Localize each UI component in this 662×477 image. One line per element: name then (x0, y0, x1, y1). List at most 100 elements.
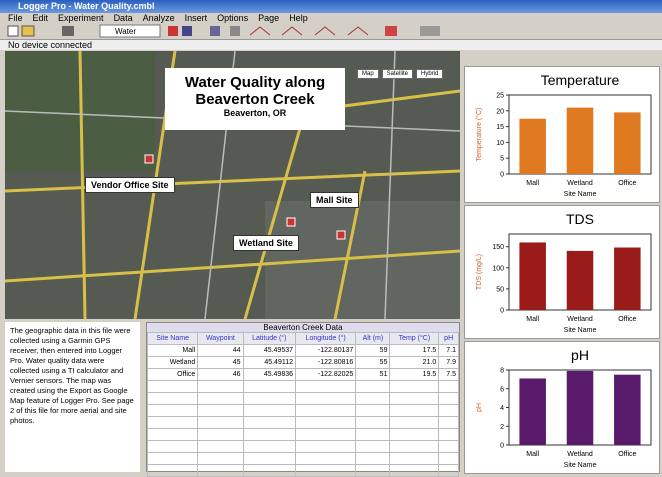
table-cell: Office (148, 369, 198, 381)
status-bar: No device connected (0, 40, 662, 50)
map-button[interactable]: Map (357, 69, 379, 79)
x-axis-label: Site Name (564, 327, 597, 334)
table-cell (356, 453, 390, 465)
empty-row (148, 417, 459, 429)
bar (519, 378, 546, 445)
y-tick-label: 20 (496, 108, 504, 115)
menu-item[interactable]: Page (258, 13, 279, 23)
menu-item[interactable]: Experiment (58, 13, 104, 23)
table-cell (296, 441, 356, 453)
map-button[interactable]: Satellite (382, 69, 413, 79)
x-tick-label: Office (618, 316, 636, 323)
menu-item[interactable]: Data (114, 13, 133, 23)
x-tick-label: Wetland (567, 316, 593, 323)
map-button[interactable]: Hybrid (416, 69, 443, 79)
table-cell: 59 (356, 345, 390, 357)
empty-row (148, 381, 459, 393)
table-cell (356, 429, 390, 441)
table-cell (296, 417, 356, 429)
table-cell: -122.82025 (296, 369, 356, 381)
dropdown-text: Water (115, 27, 136, 36)
empty-row (148, 393, 459, 405)
column-header: Latitude (°) (243, 333, 295, 345)
table-cell (148, 441, 198, 453)
table-cell (439, 441, 459, 453)
y-tick-label: 25 (496, 93, 504, 100)
x-tick-label: Office (618, 451, 636, 458)
empty-row (148, 429, 459, 441)
column-header: Site Name (148, 333, 198, 345)
table-cell (148, 453, 198, 465)
empty-row (148, 405, 459, 417)
column-header: Longitude (°) (296, 333, 356, 345)
bar (567, 371, 594, 445)
empty-row (148, 441, 459, 453)
table-cell: -122.80137 (296, 345, 356, 357)
y-tick-label: 0 (500, 172, 504, 179)
table-cell (243, 405, 295, 417)
x-tick-label: Wetland (567, 451, 593, 458)
table-cell (148, 393, 198, 405)
column-header: pH (439, 333, 459, 345)
column-header: Alt (m) (356, 333, 390, 345)
toolbar: Water (0, 23, 662, 40)
table-cell: Mall (148, 345, 198, 357)
y-tick-label: 5 (500, 156, 504, 163)
bar (614, 112, 641, 174)
x-tick-label: Office (618, 180, 636, 187)
x-tick-label: Wetland (567, 180, 593, 187)
table-cell (148, 417, 198, 429)
y-tick-label: 100 (492, 265, 504, 272)
table-cell (296, 453, 356, 465)
site-label[interactable]: Vendor Office Site (85, 177, 175, 193)
menu-item[interactable]: Options (217, 13, 248, 23)
table-title: Beaverton Creek Data (147, 323, 459, 332)
bar (567, 108, 594, 174)
menu-item[interactable]: Edit (33, 13, 49, 23)
table-cell (390, 453, 439, 465)
y-tick-label: 0 (500, 443, 504, 450)
table-cell (296, 405, 356, 417)
site-label[interactable]: Mall Site (310, 192, 359, 208)
menu-item[interactable]: Analyze (143, 13, 175, 23)
y-tick-label: 50 (496, 286, 504, 293)
bar (519, 119, 546, 174)
table-cell (356, 393, 390, 405)
x-axis-label: Site Name (564, 191, 597, 198)
chart: TDSTDS (mg/L)Site Name050100150MallWetla… (465, 206, 659, 338)
y-tick-label: 150 (492, 244, 504, 251)
menu-item[interactable]: File (8, 13, 23, 23)
map-buttons: Map Satellite Hybrid (357, 69, 443, 79)
table-cell (356, 417, 390, 429)
table-cell (390, 393, 439, 405)
table-cell: 46 (198, 369, 243, 381)
menu-bar: File Edit Experiment Data Analyze Insert Optio… (0, 13, 662, 23)
site-label[interactable]: Wetland Site (233, 235, 299, 251)
table-cell (356, 381, 390, 393)
y-axis-label: TDS (mg/L) (476, 254, 483, 290)
y-tick-label: 0 (500, 308, 504, 315)
table-cell (198, 381, 243, 393)
y-axis-label: pH (476, 403, 483, 412)
table-cell (390, 381, 439, 393)
table-cell (243, 429, 295, 441)
window-title: Logger Pro - Water Quality.cmbl (0, 0, 662, 13)
menu-item[interactable]: Insert (185, 13, 208, 23)
map-title: Water Quality along Beaverton Creek (165, 74, 345, 108)
menu-item[interactable]: Help (289, 13, 308, 23)
bar (567, 251, 594, 310)
table-cell (390, 417, 439, 429)
table-cell: 44 (198, 345, 243, 357)
table-cell (439, 405, 459, 417)
table-cell: 7.5 (439, 369, 459, 381)
table-cell (243, 381, 295, 393)
chart-title: TDS (566, 211, 594, 227)
table-cell (356, 405, 390, 417)
table-cell (296, 429, 356, 441)
notes-text: The geographic data in this file were co… (5, 322, 140, 472)
map-title-box: Water Quality along Beaverton Creek Beav… (165, 68, 345, 130)
